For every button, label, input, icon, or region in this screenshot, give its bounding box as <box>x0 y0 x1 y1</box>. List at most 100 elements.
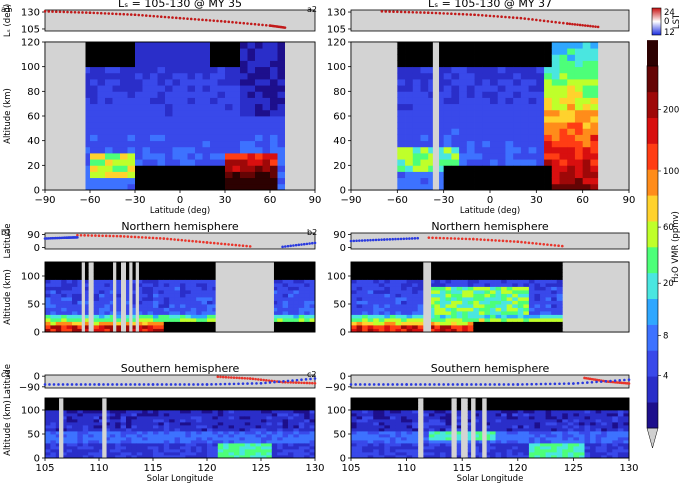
heatmap-cell <box>445 404 452 408</box>
heatmap-cell <box>135 140 143 148</box>
heatmap-cell <box>445 272 452 277</box>
heatmap-cell <box>158 269 165 273</box>
heatmap-cell <box>93 446 100 450</box>
red-track-point <box>549 243 553 247</box>
heatmap-cell <box>406 452 413 456</box>
heatmap-cell <box>104 413 111 417</box>
heatmap-cell <box>405 60 414 68</box>
heatmap-cell <box>428 300 435 305</box>
heatmap-cell <box>77 314 84 319</box>
heatmap-cell <box>126 446 132 450</box>
blue-track-point <box>604 380 608 383</box>
heatmap-cell <box>304 262 310 266</box>
x-tick-label: 30 <box>530 195 543 206</box>
heatmap-cell <box>97 54 106 61</box>
heatmap-cell <box>131 398 138 402</box>
heatmap-cell <box>467 286 474 291</box>
heatmap-cell <box>443 42 452 49</box>
heatmap-cell <box>559 146 568 154</box>
heatmap-cell <box>288 449 294 453</box>
heatmap-cell <box>271 431 278 435</box>
heatmap-cell <box>50 307 57 312</box>
heatmap-cell <box>367 401 374 405</box>
heatmap-cell <box>55 431 62 435</box>
heatmap-cell <box>142 279 148 284</box>
heatmap-cell <box>142 314 148 319</box>
heatmap-cell <box>126 321 132 326</box>
heatmap-cell <box>82 325 89 329</box>
heatmap-cell <box>484 413 491 417</box>
heatmap-cell <box>55 437 62 441</box>
heatmap-cell <box>304 425 310 429</box>
heatmap-cell <box>474 116 483 123</box>
heatmap-cell <box>142 72 151 80</box>
ls-track-point <box>576 23 579 26</box>
heatmap-cell <box>270 85 278 92</box>
heatmap-cell <box>517 413 524 417</box>
heatmap-cell <box>423 440 430 444</box>
heatmap-cell <box>512 431 519 435</box>
heatmap-cell <box>478 265 485 270</box>
heatmap-cell <box>395 413 402 417</box>
heatmap-cell <box>157 183 166 191</box>
heatmap-cell <box>478 401 485 405</box>
heatmap-cell <box>55 410 62 414</box>
no-data-band <box>135 262 139 332</box>
heatmap-cell <box>277 422 283 426</box>
heatmap-cell <box>93 314 100 319</box>
heatmap-cell <box>142 434 148 438</box>
heatmap-cell <box>501 297 508 301</box>
heatmap-cell <box>185 276 192 280</box>
heatmap-cell <box>406 262 413 266</box>
heatmap-cell <box>536 54 545 61</box>
heatmap-cell <box>420 177 429 185</box>
heatmap-cell <box>90 159 98 166</box>
heatmap-cell <box>196 419 202 423</box>
heatmap-cell <box>544 97 553 105</box>
heatmap-cell <box>255 134 263 142</box>
heatmap-cell <box>90 146 98 154</box>
ls-track-point <box>515 16 519 20</box>
heatmap-cell <box>190 440 197 444</box>
heatmap-cell <box>451 109 460 117</box>
heatmap-cell <box>445 425 452 429</box>
heatmap-cell <box>428 85 437 92</box>
heatmap-cell <box>506 328 513 333</box>
heatmap-cell <box>473 293 480 298</box>
heatmap-cell <box>234 440 240 444</box>
heatmap-cell <box>288 297 294 301</box>
heatmap-cell <box>373 455 380 459</box>
heatmap-cell <box>405 42 414 49</box>
heatmap-cell <box>120 66 128 74</box>
heatmap-cell <box>401 431 407 435</box>
heatmap-cell <box>45 297 51 301</box>
heatmap-cell <box>210 97 218 105</box>
heatmap-cell <box>88 452 94 456</box>
heatmap-cell <box>459 177 468 185</box>
blue-track-point <box>313 241 317 245</box>
blue-track-point <box>124 383 128 386</box>
heatmap-cell <box>367 416 374 420</box>
heatmap-cell <box>401 307 407 312</box>
heatmap-cell <box>574 66 584 74</box>
heatmap-cell <box>277 328 283 333</box>
heatmap-cell <box>77 290 84 294</box>
heatmap-cell <box>505 72 514 80</box>
heatmap-cell <box>544 103 553 111</box>
strip-background <box>44 9 316 32</box>
heatmap-cell <box>478 297 485 301</box>
heatmap-cell <box>136 265 143 270</box>
heatmap-cell <box>367 311 374 315</box>
heatmap-cell <box>93 304 100 308</box>
heatmap-cell <box>240 183 248 191</box>
heatmap-cell <box>478 440 485 444</box>
heatmap-cell <box>50 283 57 287</box>
heatmap-cell <box>544 42 553 49</box>
heatmap-cell <box>559 159 568 166</box>
strip-background <box>44 232 316 250</box>
heatmap-cell <box>185 437 192 441</box>
heatmap-cell <box>528 72 537 80</box>
heatmap-cell <box>401 276 407 280</box>
heatmap-cell <box>180 416 186 420</box>
heatmap-cell <box>72 398 78 402</box>
